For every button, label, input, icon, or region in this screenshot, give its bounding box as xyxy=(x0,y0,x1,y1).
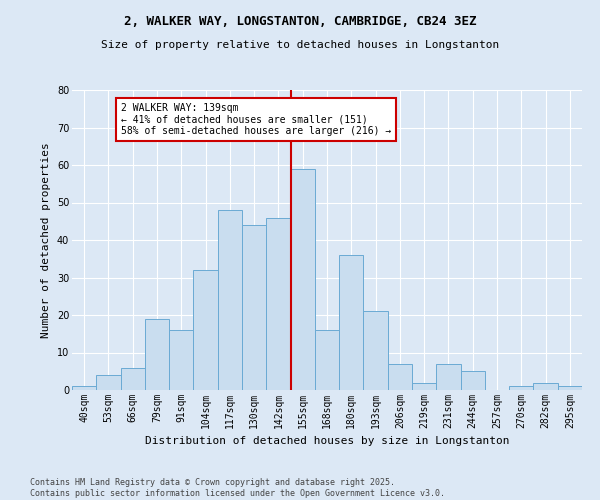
Bar xyxy=(96,375,121,390)
Bar xyxy=(121,368,145,390)
Bar xyxy=(436,364,461,390)
Bar xyxy=(72,386,96,390)
Text: Size of property relative to detached houses in Longstanton: Size of property relative to detached ho… xyxy=(101,40,499,50)
Y-axis label: Number of detached properties: Number of detached properties xyxy=(41,142,51,338)
Bar xyxy=(266,218,290,390)
Bar xyxy=(290,169,315,390)
Bar xyxy=(339,255,364,390)
Text: 2 WALKER WAY: 139sqm
← 41% of detached houses are smaller (151)
58% of semi-deta: 2 WALKER WAY: 139sqm ← 41% of detached h… xyxy=(121,103,391,136)
Bar xyxy=(364,311,388,390)
Bar xyxy=(193,270,218,390)
Bar xyxy=(461,371,485,390)
Bar xyxy=(388,364,412,390)
Bar xyxy=(558,386,582,390)
Text: Contains HM Land Registry data © Crown copyright and database right 2025.
Contai: Contains HM Land Registry data © Crown c… xyxy=(30,478,445,498)
Bar xyxy=(169,330,193,390)
Bar xyxy=(315,330,339,390)
Bar xyxy=(145,319,169,390)
X-axis label: Distribution of detached houses by size in Longstanton: Distribution of detached houses by size … xyxy=(145,436,509,446)
Bar xyxy=(533,382,558,390)
Bar xyxy=(218,210,242,390)
Bar xyxy=(509,386,533,390)
Bar xyxy=(412,382,436,390)
Text: 2, WALKER WAY, LONGSTANTON, CAMBRIDGE, CB24 3EZ: 2, WALKER WAY, LONGSTANTON, CAMBRIDGE, C… xyxy=(124,15,476,28)
Bar xyxy=(242,225,266,390)
